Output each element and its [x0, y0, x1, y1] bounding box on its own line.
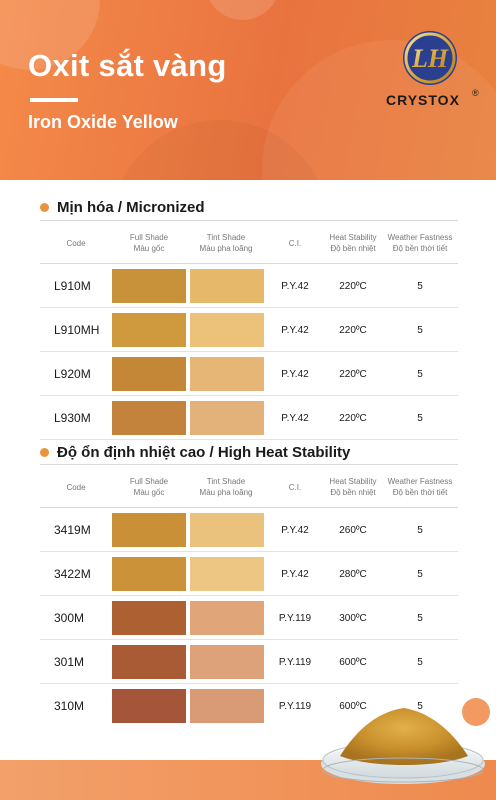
- page-subtitle: Iron Oxide Yellow: [28, 112, 178, 132]
- row-heat: 260ºC: [339, 524, 367, 536]
- full-shade-swatch: [112, 357, 186, 391]
- row-heat: 600ºC: [339, 700, 367, 712]
- row-ci: P.Y.42: [281, 524, 309, 536]
- row-code: L910M: [54, 279, 91, 293]
- section-title-micronized: Mịn hóa / Micronized: [40, 199, 205, 216]
- table-header: Code Full Shade Màu gốc Tint Shade Màu pha…: [40, 464, 458, 508]
- row-code: L930M: [54, 411, 91, 425]
- tint-shade-swatch: [190, 513, 264, 547]
- row-code: 3419M: [54, 523, 91, 537]
- row-ci: P.Y.119: [278, 656, 312, 668]
- row-weather: 5: [417, 280, 423, 292]
- tint-shade-swatch: [190, 601, 264, 635]
- full-shade-swatch: [112, 401, 186, 435]
- tint-shade-swatch: [190, 357, 264, 391]
- table-row: 3419M P.Y.42 260ºC 5: [40, 508, 458, 552]
- row-ci: P.Y.42: [281, 568, 309, 580]
- row-weather: 5: [417, 568, 423, 580]
- row-weather: 5: [417, 612, 423, 624]
- table-row: L910M P.Y.42 220ºC 5: [40, 264, 458, 308]
- row-code: 300M: [54, 611, 85, 625]
- table-micronized: Code Full Shade Màu gốc Tint Shade Màu pha…: [40, 220, 458, 440]
- row-ci: P.Y.42: [281, 368, 309, 380]
- row-weather: 5: [417, 412, 423, 424]
- svg-text:LH: LH: [411, 44, 449, 73]
- row-heat: 280ºC: [339, 568, 367, 580]
- lh-logo-icon: LH: [403, 31, 457, 85]
- section-title-text: Mịn hóa / Micronized: [57, 199, 205, 216]
- row-ci: P.Y.42: [281, 280, 309, 292]
- row-heat: 600ºC: [339, 656, 367, 668]
- row-weather: 5: [417, 656, 423, 668]
- full-shade-swatch: [112, 313, 186, 347]
- tint-shade-swatch: [190, 269, 264, 303]
- row-heat: 300ºC: [339, 612, 367, 624]
- table-row: 301M P.Y.119 600ºC 5: [40, 640, 458, 684]
- brand-name: CRYSTOX: [386, 92, 460, 108]
- row-weather: 5: [417, 524, 423, 536]
- row-code: 3422M: [54, 567, 91, 581]
- col-heat-stability: Heat Stability Độ bền nhiệt: [329, 477, 377, 497]
- row-code: L910MH: [54, 323, 100, 337]
- col-weather-fastness: Weather Fastness Độ bền thời tiết: [387, 477, 453, 497]
- col-weather-fastness: Weather Fastness Độ bền thời tiết: [387, 233, 453, 253]
- full-shade-swatch: [112, 269, 186, 303]
- row-heat: 220ºC: [339, 280, 367, 292]
- table-row: L930M P.Y.42 220ºC 5: [40, 396, 458, 440]
- row-heat: 220ºC: [339, 368, 367, 380]
- row-ci: P.Y.119: [278, 612, 312, 624]
- col-heat-stability: Heat Stability Độ bền nhiệt: [329, 233, 377, 253]
- row-heat: 220ºC: [339, 412, 367, 424]
- full-shade-swatch: [112, 601, 186, 635]
- full-shade-swatch: [112, 645, 186, 679]
- row-ci: P.Y.42: [281, 412, 309, 424]
- table-high-heat: Code Full Shade Màu gốc Tint Shade Màu pha…: [40, 464, 458, 728]
- row-ci: P.Y.42: [281, 324, 309, 336]
- table-row: L910MH P.Y.42 220ºC 5: [40, 308, 458, 352]
- col-full-shade: Full Shade Màu gốc: [129, 477, 169, 497]
- table-row: 3422M P.Y.42 280ºC 5: [40, 552, 458, 596]
- col-code: Code: [66, 238, 86, 248]
- row-code: 310M: [54, 699, 85, 713]
- col-ci: C.I.: [288, 238, 302, 248]
- tint-shade-swatch: [190, 557, 264, 591]
- brand-logo: LH CRYSTOX ®: [386, 30, 479, 150]
- full-shade-swatch: [112, 689, 186, 723]
- section-title-text: Độ ổn định nhiệt cao / High Heat Stabili…: [57, 444, 351, 461]
- row-weather: 5: [417, 324, 423, 336]
- col-full-shade: Full Shade Màu gốc: [129, 233, 169, 253]
- col-tint-shade: Tint Shade Màu pha loãng: [199, 477, 253, 497]
- decor-circle: [205, 0, 280, 20]
- full-shade-swatch: [112, 513, 186, 547]
- table-row: L920M P.Y.42 220ºC 5: [40, 352, 458, 396]
- row-ci: P.Y.119: [278, 700, 312, 712]
- row-weather: 5: [417, 700, 423, 712]
- table-header: Code Full Shade Màu gốc Tint Shade Màu pha…: [40, 220, 458, 264]
- pigment-dish-icon: [321, 708, 485, 784]
- col-tint-shade: Tint Shade Màu pha loãng: [199, 233, 253, 253]
- row-code: 301M: [54, 655, 85, 669]
- header-banner: Oxit sắt vàng Iron Oxide Yellow LH CRYST…: [0, 0, 496, 180]
- page-title: Oxit sắt vàng: [28, 48, 227, 83]
- row-weather: 5: [417, 368, 423, 380]
- title-underline: [30, 98, 78, 102]
- row-heat: 220ºC: [339, 324, 367, 336]
- tint-shade-swatch: [190, 313, 264, 347]
- table-row: 310M P.Y.119 600ºC 5: [40, 684, 458, 728]
- tint-shade-swatch: [190, 645, 264, 679]
- bullet-icon: [40, 203, 49, 212]
- registered-mark: ®: [472, 88, 479, 98]
- full-shade-swatch: [112, 557, 186, 591]
- table-row: 300M P.Y.119 300ºC 5: [40, 596, 458, 640]
- tint-shade-swatch: [190, 689, 264, 723]
- tint-shade-swatch: [190, 401, 264, 435]
- decor-circle: [462, 698, 490, 726]
- section-title-high-heat: Độ ổn định nhiệt cao / High Heat Stabili…: [40, 444, 350, 461]
- bullet-icon: [40, 448, 49, 457]
- row-code: L920M: [54, 367, 91, 381]
- col-code: Code: [66, 482, 86, 492]
- col-ci: C.I.: [288, 482, 302, 492]
